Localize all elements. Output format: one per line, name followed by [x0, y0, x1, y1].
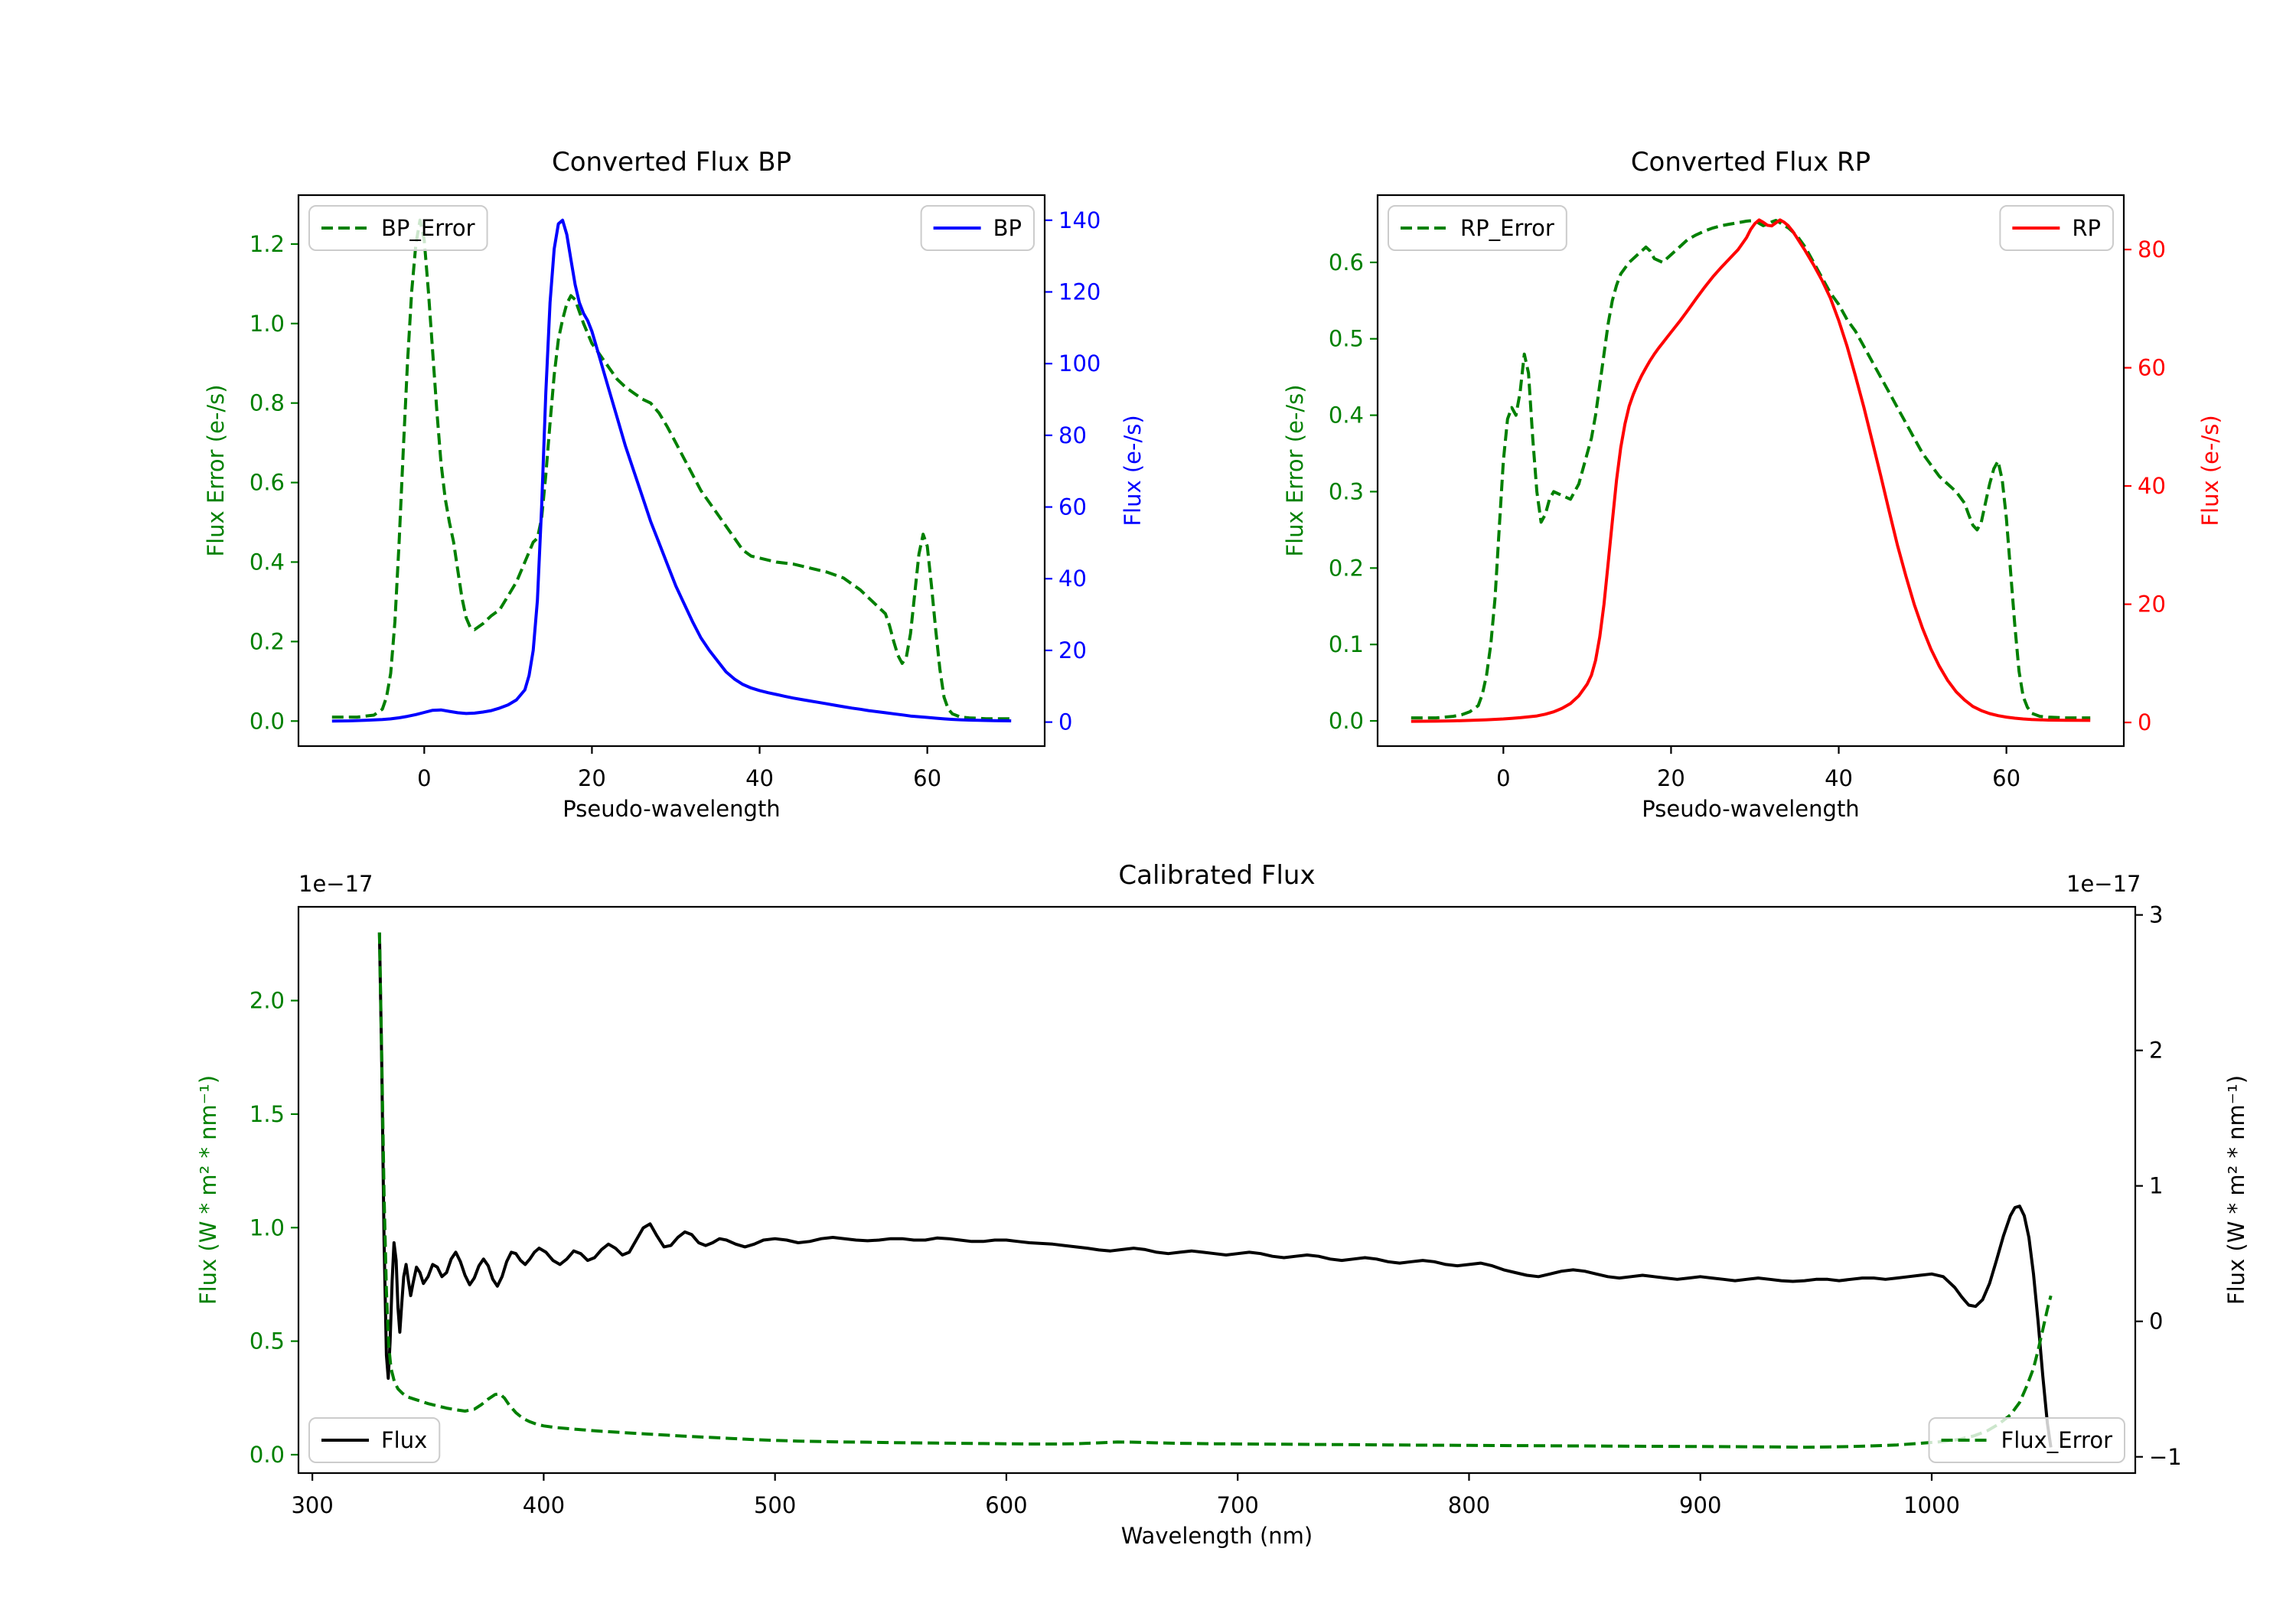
- right-tick-label: 120: [1058, 279, 1101, 305]
- left-tick-label: 1.5: [249, 1101, 285, 1127]
- right-tick-label: 0: [1058, 709, 1072, 735]
- left-tick-label: 0.4: [249, 549, 285, 575]
- offset-text-left: 1e−17: [298, 871, 373, 897]
- x-axis-label-calibrated: Wavelength (nm): [1120, 1523, 1313, 1549]
- left-tick-label: 0.0: [1329, 708, 1364, 734]
- x-tick-label: 400: [523, 1492, 565, 1518]
- left-tick-label: 0.3: [1329, 478, 1364, 504]
- x-tick-label: 20: [578, 765, 606, 791]
- y-axis-label-bp-error: Flux Error (e-/s): [203, 384, 229, 557]
- legend-Flux: Flux: [308, 1417, 441, 1463]
- left-tick-label: 0.1: [1329, 631, 1364, 657]
- chart-rp: 0 20 40 60 0.0 0.1 0.2 0.3 0.4 0.5 0.6 0 20 40 60 80 RP_…: [1329, 194, 2166, 791]
- right-tick-label: 80: [1058, 422, 1087, 448]
- right-tick-label: 100: [1058, 350, 1101, 376]
- left-tick-label: 1.0: [249, 1214, 285, 1240]
- right-tick-label: 3: [2149, 902, 2163, 928]
- legend-label: RP: [2072, 215, 2101, 241]
- right-tick-label: 20: [2138, 592, 2166, 618]
- right-tick-label: 80: [2138, 236, 2166, 262]
- left-tick-label: 0.0: [249, 1442, 285, 1468]
- series-RP_Error: [1411, 219, 2091, 720]
- x-tick-label: 20: [1657, 765, 1685, 791]
- x-tick-label: 40: [745, 765, 774, 791]
- chart-title-calibrated: Calibrated Flux: [1118, 860, 1316, 891]
- legend-box: [1928, 1417, 2125, 1463]
- right-tick-label: 60: [2138, 355, 2166, 381]
- left-tick-label: 0.4: [1329, 403, 1364, 429]
- right-tick-label: 60: [1058, 494, 1087, 520]
- legend-RP_Error: RP_Error: [1388, 205, 1567, 251]
- right-tick-label: 0: [2149, 1309, 2163, 1335]
- chart-title-rp: Converted Flux RP: [1630, 147, 1871, 178]
- axes-spines: [297, 194, 1046, 748]
- left-tick-label: 1.2: [249, 231, 285, 257]
- chart-title-bp: Converted Flux BP: [551, 147, 792, 178]
- legend-label: Flux: [381, 1427, 427, 1453]
- right-tick-label: −1: [2149, 1444, 2182, 1470]
- right-tick-label: 140: [1058, 207, 1101, 233]
- x-tick-label: 700: [1217, 1492, 1259, 1518]
- x-tick-label: 900: [1679, 1492, 1721, 1518]
- right-tick-label: 40: [1058, 566, 1087, 592]
- y-axis-label-calibrated-left: Flux (W * m² * nm⁻¹): [195, 1074, 221, 1305]
- legend-box: [1388, 205, 1567, 251]
- left-tick-label: 0.5: [1329, 326, 1364, 352]
- x-tick-label: 300: [291, 1492, 333, 1518]
- legend-label: Flux_Error: [2001, 1427, 2113, 1453]
- x-tick-label: 600: [985, 1492, 1027, 1518]
- left-tick-label: 1.0: [249, 311, 285, 337]
- left-tick-label: 0.6: [249, 470, 285, 496]
- left-tick-label: 0.6: [1329, 249, 1364, 275]
- axes-spines: [297, 905, 2137, 1475]
- right-tick-label: 20: [1058, 637, 1087, 663]
- legend-Flux_Error: Flux_Error: [1928, 1417, 2125, 1463]
- x-tick-label: 500: [754, 1492, 796, 1518]
- chart-bp: 0 20 40 60 0.0 0.2 0.4 0.6 0.8 1.0 1.2 0 20 40 60 80 100…: [249, 194, 1101, 791]
- legend-RP: RP: [1999, 205, 2114, 251]
- series-Flux_Error: [377, 932, 2053, 1449]
- x-tick-label: 0: [417, 765, 431, 791]
- y-axis-label-rp-error: Flux Error (e-/s): [1282, 384, 1308, 557]
- left-tick-label: 0.0: [249, 708, 285, 734]
- x-tick-label: 800: [1448, 1492, 1490, 1518]
- right-tick-label: 40: [2138, 473, 2166, 499]
- legend-box: [308, 205, 488, 251]
- series-BP: [331, 218, 1012, 723]
- legend-BP: BP: [920, 205, 1035, 251]
- chart-calibrated: 300 400 500 600 700 800 900 1000 0.0 0.5 1.0 1.5 2.0…: [249, 902, 2182, 1518]
- legend-box: [308, 1417, 441, 1463]
- axes-spines: [1376, 194, 2125, 748]
- y-axis-label-rp-flux: Flux (e-/s): [2197, 415, 2223, 526]
- x-axis-label-bp: Pseudo-wavelength: [563, 796, 781, 822]
- x-tick-label: 0: [1496, 765, 1510, 791]
- series-Flux: [377, 932, 2053, 1448]
- offset-text-right: 1e−17: [2066, 871, 2141, 897]
- x-axis-label-rp: Pseudo-wavelength: [1642, 796, 1860, 822]
- left-tick-label: 0.2: [1329, 555, 1364, 581]
- legend-label: RP_Error: [1460, 215, 1554, 241]
- y-axis-label-bp-flux: Flux (e-/s): [1120, 415, 1146, 526]
- x-tick-label: 60: [1992, 765, 2020, 791]
- legend-label: BP_Error: [381, 215, 475, 241]
- x-tick-label: 40: [1825, 765, 1853, 791]
- left-tick-label: 0.5: [249, 1328, 285, 1354]
- left-tick-label: 2.0: [249, 988, 285, 1014]
- series-BP_Error: [331, 218, 1012, 721]
- y-axis-label-calibrated-right: Flux (W * m² * nm⁻¹): [2223, 1074, 2249, 1305]
- right-tick-label: 1: [2149, 1173, 2163, 1199]
- right-tick-label: 0: [2138, 709, 2151, 735]
- x-tick-label: 60: [913, 765, 941, 791]
- legend-BP_Error: BP_Error: [308, 205, 488, 251]
- legend-label: BP: [993, 215, 1022, 241]
- series-RP: [1411, 218, 2091, 723]
- right-tick-label: 2: [2149, 1038, 2163, 1064]
- left-tick-label: 0.8: [249, 390, 285, 416]
- left-tick-label: 0.2: [249, 628, 285, 654]
- x-tick-label: 1000: [1903, 1492, 1960, 1518]
